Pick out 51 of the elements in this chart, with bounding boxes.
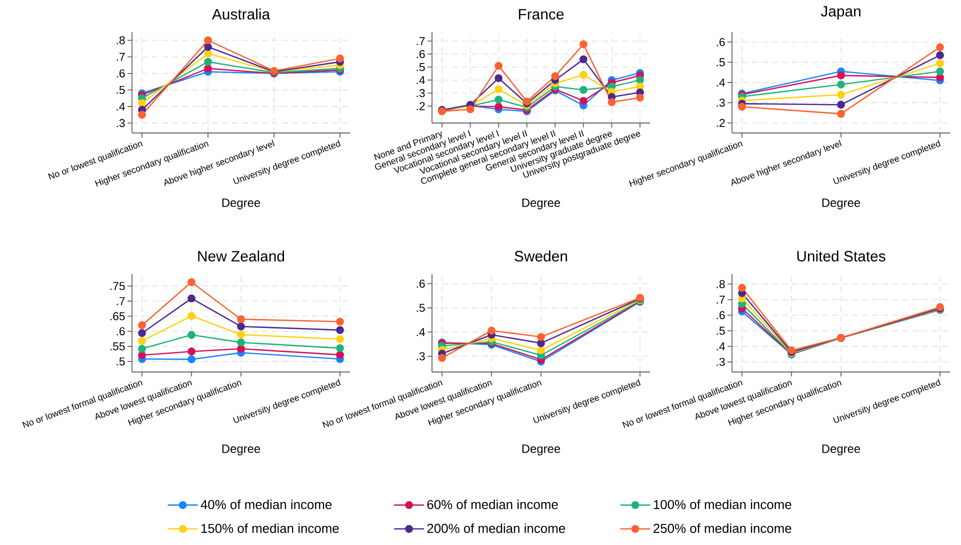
y-tick-label: .2 (716, 118, 725, 127)
y-tick-label: .75 (110, 282, 125, 290)
legend-label: 60% of median income (427, 500, 558, 510)
legend-label: 100% of median income (654, 500, 792, 510)
chart-title: France (518, 9, 564, 20)
x-axis-title: Degree (822, 198, 860, 210)
y-tick-label: .2 (416, 102, 425, 110)
y-tick-label: .8 (116, 36, 125, 44)
legend-label: 150% of median income (201, 523, 339, 533)
x-axis-title: Degree (522, 444, 560, 456)
y-tick-label: .55 (110, 342, 125, 350)
chart-title: New Zealand (198, 250, 284, 262)
y-tick-label: .3 (416, 352, 425, 360)
y-tick-label: .6 (716, 311, 725, 320)
y-tick-label: .7 (116, 52, 125, 61)
chart-title: Japan (820, 6, 860, 20)
y-tick-label: .4 (716, 78, 725, 86)
y-tick-label: .5 (716, 58, 725, 66)
y-tick-label: .5 (716, 326, 725, 335)
y-tick-label: .6 (116, 327, 125, 336)
y-tick-label: .6 (416, 50, 425, 58)
y-tick-label: .6 (716, 38, 725, 46)
y-tick-label: .7 (416, 37, 425, 46)
chart-title: Sweden (514, 250, 568, 262)
x-axis-title: Degree (222, 444, 260, 456)
y-tick-label: .5 (116, 357, 125, 366)
x-axis-title: Degree (522, 198, 560, 210)
y-tick-label: .6 (116, 69, 125, 78)
y-tick-label: .5 (116, 86, 125, 94)
y-tick-label: .7 (116, 297, 125, 306)
y-tick-label: .4 (416, 76, 425, 84)
y-tick-label: .7 (716, 296, 725, 304)
y-tick-label: .3 (416, 89, 425, 98)
y-tick-label: .6 (416, 280, 425, 288)
y-tick-label: .8 (716, 280, 725, 288)
y-tick-label: .3 (716, 98, 725, 107)
y-tick-label: .4 (116, 102, 125, 110)
chart-title: United States (797, 250, 886, 262)
y-tick-label: .5 (416, 63, 425, 72)
y-tick-label: .4 (416, 328, 425, 336)
x-axis-title: Degree (222, 198, 260, 210)
y-tick-label: .5 (416, 304, 425, 312)
legend-label: 40% of median income (200, 500, 332, 510)
chart-title: Australia (212, 8, 270, 20)
x-axis-title: Degree (822, 444, 860, 456)
y-tick-label: .65 (110, 312, 125, 320)
y-tick-label: .3 (116, 119, 125, 128)
y-tick-label: .3 (716, 358, 725, 366)
legend-label: 200% of median income (427, 523, 566, 533)
legend-label: 250% of median income (654, 523, 792, 533)
y-tick-label: .4 (716, 342, 725, 350)
